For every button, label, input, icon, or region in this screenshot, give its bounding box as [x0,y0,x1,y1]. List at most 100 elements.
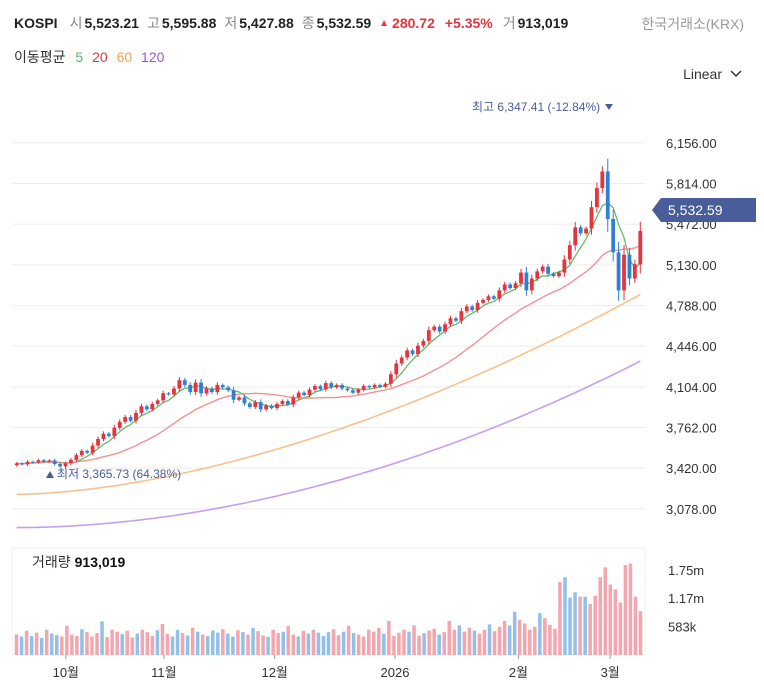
candle [546,263,551,277]
volume-bar [200,634,205,655]
candle-body [106,433,111,437]
volume-bar [377,627,381,655]
candle [632,259,637,284]
volume-bar [150,636,155,655]
candle-body [443,324,447,332]
candle-body [144,406,149,410]
candle [52,458,57,466]
volume-bar [266,637,270,655]
volume-bar [558,582,562,655]
candle [470,304,475,312]
volume-bar [522,623,527,655]
candle [616,241,621,301]
volume-y-tick-label: 583k [668,620,697,635]
candle [193,379,198,396]
volume-bar [120,634,124,655]
volume-bar [412,625,416,655]
candle-body [20,463,25,465]
x-tick-label: 3월 [601,665,620,680]
volume-bar [211,630,215,655]
candle-body [567,245,572,260]
volume-bar [472,630,477,655]
candle-body [134,412,138,421]
volume-bar [382,633,386,655]
up-arrow-icon: ▲ [379,17,390,29]
candle [237,395,241,402]
candle [524,267,529,296]
volume-bar [14,634,19,655]
candle-body [220,384,225,388]
candle [491,294,496,301]
candle [20,462,25,466]
volume-bar [105,637,109,655]
volume-bar [447,620,452,655]
candle [14,462,19,467]
candle [242,394,247,406]
volume-bar [286,625,291,655]
candle-body [210,388,214,393]
volume-bar [628,563,633,655]
candle-body [616,252,621,291]
scale-type-dropdown[interactable]: Linear [683,66,742,82]
volume-bar [185,635,190,655]
candle-body [101,433,106,440]
candle [421,338,426,348]
candle-body [454,318,458,321]
candle-body [237,397,241,400]
volume-bar [140,629,145,655]
candle [36,458,41,464]
volume-bar [130,637,135,655]
candle-body [25,461,30,465]
volume-bar [170,636,175,655]
candle-body [611,219,616,253]
volume-bar [351,633,356,655]
candle-body [79,450,84,456]
volume-bar [538,613,542,655]
candle-body [31,461,35,463]
volume-bar [311,629,316,655]
candle [258,399,263,413]
volume-value: 913,019 [517,15,569,31]
candle-body [410,350,415,354]
candle-body [470,306,475,310]
open-value: 5,523.21 [84,15,139,31]
volume-bar [60,636,64,655]
candle-body [172,388,176,395]
candle-body [481,299,485,303]
volume-bar [135,633,140,655]
volume-bar [432,628,436,655]
candle-body [464,306,469,312]
candle [475,300,480,313]
candle [622,244,626,301]
candle [432,324,437,333]
candle-body [584,228,588,234]
candle [345,387,350,392]
candle-body [367,386,372,388]
volume-bar [583,596,587,655]
candle [182,378,187,388]
volume-bar [618,602,623,655]
candle [334,383,339,389]
candle-body [356,389,361,393]
candle [589,200,594,235]
volume-bar [563,577,567,655]
candle [85,449,90,455]
candle-body [128,417,133,421]
candle-body [535,271,540,279]
candle [58,462,62,468]
moving-average-legend[interactable]: 이동평균 5 20 60 120 [14,47,169,67]
volume-bar [462,631,467,655]
candle [144,404,149,411]
volume-y-tick-label: 1.17m [668,591,704,606]
volume-bar [497,626,502,655]
volume-bar [75,636,79,655]
candle-body [199,382,203,394]
candle [264,403,269,412]
x-tick-label: 10월 [53,665,79,680]
high-value: 5,595.88 [161,15,217,31]
high-label: 고 [146,15,160,31]
candle [226,385,231,392]
y-tick-label: 5,814.00 [666,176,717,191]
candle-body [426,330,431,341]
